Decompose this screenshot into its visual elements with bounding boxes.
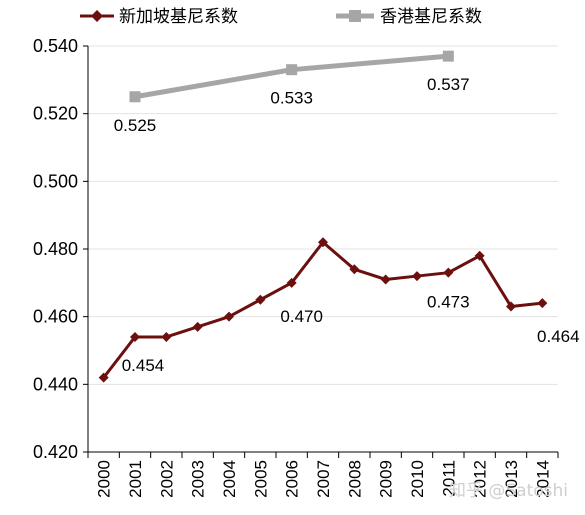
data-point bbox=[255, 294, 266, 305]
x-tick-label: 2012 bbox=[471, 460, 490, 498]
legend-item-1: 香港基尼系数 bbox=[336, 7, 482, 27]
legend: 新加坡基尼系数 香港基尼系数 bbox=[80, 7, 482, 27]
y-tick-label: 0.440 bbox=[33, 374, 78, 394]
series-layer bbox=[98, 50, 548, 383]
x-tick-label: 2005 bbox=[251, 460, 270, 498]
data-point bbox=[98, 372, 109, 383]
data-point bbox=[349, 264, 360, 275]
data-point bbox=[318, 237, 328, 248]
data-point bbox=[474, 250, 485, 261]
x-axis-ticks: 2000 2001 2002 2003 2004 2005 2006 2007 2008 2009… bbox=[95, 460, 553, 498]
y-tick-label: 0.520 bbox=[33, 104, 78, 124]
x-tick-label: 2010 bbox=[408, 460, 427, 498]
series-line bbox=[102, 240, 543, 379]
axes bbox=[83, 45, 559, 458]
data-point bbox=[192, 321, 203, 332]
x-tick-label: 2013 bbox=[502, 460, 521, 498]
legend-marker bbox=[91, 10, 103, 22]
data-point bbox=[537, 298, 548, 309]
legend-marker bbox=[349, 10, 361, 22]
x-tick-label: 2004 bbox=[220, 460, 239, 498]
data-point bbox=[442, 50, 454, 62]
data-point bbox=[224, 311, 234, 322]
x-tick-label: 2011 bbox=[439, 460, 458, 497]
legend-item-0: 新加坡基尼系数 bbox=[80, 7, 238, 27]
y-tick-label: 0.460 bbox=[33, 307, 78, 327]
data-point bbox=[380, 274, 391, 285]
data-label: 0.537 bbox=[427, 75, 470, 94]
data-point bbox=[130, 331, 140, 342]
x-tick-label: 2006 bbox=[283, 460, 302, 498]
data-label: 0.473 bbox=[427, 293, 470, 312]
y-tick-label: 0.420 bbox=[33, 442, 78, 462]
data-point bbox=[443, 267, 454, 278]
legend-label: 香港基尼系数 bbox=[380, 7, 482, 27]
data-label: 0.464 bbox=[537, 327, 580, 346]
x-tick-label: 2002 bbox=[157, 460, 176, 498]
x-tick-label: 2014 bbox=[533, 460, 552, 498]
data-point bbox=[286, 277, 297, 288]
x-tick-label: 2000 bbox=[95, 460, 114, 498]
legend-label: 新加坡基尼系数 bbox=[119, 7, 238, 27]
x-tick-label: 2003 bbox=[189, 460, 208, 498]
data-label: 0.533 bbox=[270, 89, 313, 108]
x-tick-label: 2001 bbox=[126, 460, 145, 498]
data-point bbox=[506, 301, 516, 312]
watermark-text: 知乎 @Satoshi bbox=[449, 481, 568, 501]
gridlines bbox=[88, 45, 558, 385]
x-tick-label: 2007 bbox=[314, 460, 333, 498]
series-1 bbox=[129, 50, 454, 103]
data-label: 0.525 bbox=[114, 116, 157, 135]
series-0 bbox=[98, 237, 548, 383]
data-point bbox=[286, 64, 298, 76]
data-point bbox=[161, 331, 172, 342]
data-label: 0.470 bbox=[280, 307, 323, 326]
x-tick-label: 2009 bbox=[377, 460, 396, 498]
x-tick-label: 2008 bbox=[345, 460, 364, 498]
y-tick-label: 0.500 bbox=[33, 171, 78, 191]
data-label: 0.454 bbox=[122, 356, 165, 375]
data-point bbox=[129, 91, 141, 103]
y-axis-ticks: 0.420 0.440 0.460 0.480 0.500 0.520 0.540 bbox=[33, 36, 78, 462]
data-labels: 0.525 0.533 0.537 0.454 0.470 0.473 0.464 bbox=[114, 75, 580, 375]
y-tick-label: 0.540 bbox=[33, 36, 78, 56]
data-point bbox=[412, 271, 422, 282]
y-tick-label: 0.480 bbox=[33, 239, 78, 259]
